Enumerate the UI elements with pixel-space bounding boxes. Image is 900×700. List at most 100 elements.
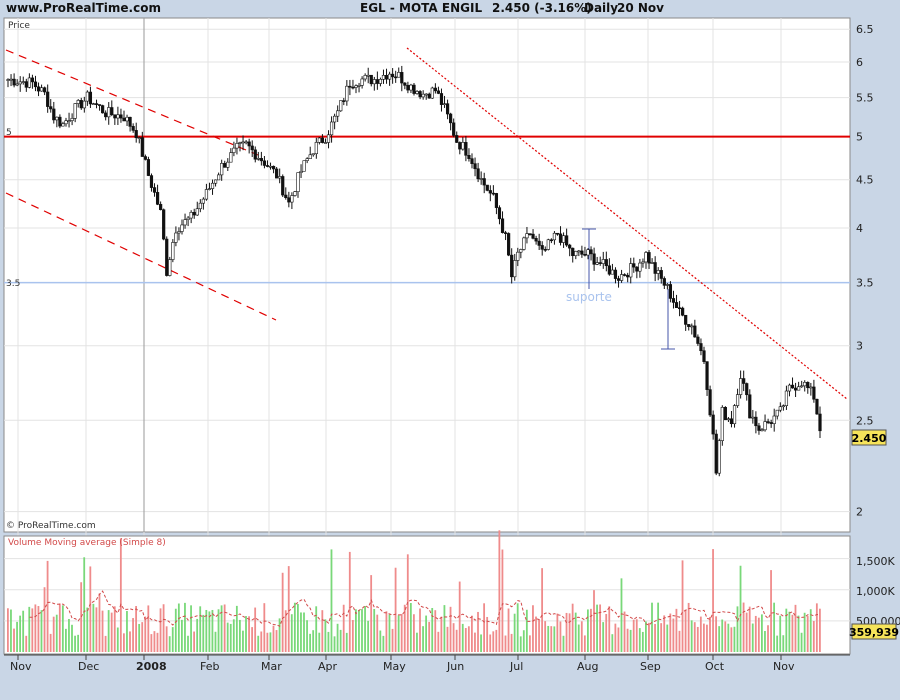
volume-bar [159, 608, 162, 652]
candle-body [207, 188, 212, 190]
x-tick-label: Mar [261, 660, 282, 673]
candle-body [195, 208, 199, 216]
volume-bar [309, 633, 312, 652]
volume-bar [452, 623, 455, 652]
support-level-label: 3.5 [6, 279, 20, 289]
volume-bar [608, 606, 611, 652]
candle-body [119, 114, 123, 119]
candle-body [180, 224, 184, 232]
volume-bar [101, 610, 104, 652]
volume-bar [37, 606, 40, 652]
candle-body [79, 100, 83, 109]
volume-bar [235, 605, 238, 652]
price-y-tick: 2 [856, 506, 863, 519]
candle-body [400, 72, 404, 84]
candle-body [159, 204, 163, 211]
volume-bar [721, 619, 724, 652]
volume-bar [58, 603, 61, 652]
candle-body [43, 87, 47, 93]
candle-body [104, 112, 108, 118]
volume-bar [483, 603, 486, 652]
copyright: © ProRealTime.com [6, 521, 96, 531]
candle-body [186, 217, 190, 220]
candle-body [583, 254, 587, 256]
site-name[interactable]: www.ProRealTime.com [6, 1, 161, 15]
candle-body [497, 207, 502, 220]
candle-body [375, 79, 379, 84]
volume-bar [495, 629, 498, 652]
title-bar: www.ProRealTime.com EGL - MOTA ENGIL 2.4… [0, 0, 900, 18]
volume-bar [776, 635, 779, 652]
candle-body [467, 155, 471, 159]
candle-body [543, 249, 547, 251]
candle-body [381, 75, 386, 80]
volume-bar [800, 632, 803, 652]
volume-bar [43, 587, 46, 652]
candle-body [516, 251, 520, 261]
candle-body [406, 85, 410, 91]
volume-bar [712, 549, 714, 652]
volume-bar [596, 604, 598, 652]
candle-body [305, 158, 309, 161]
candle-body [815, 398, 819, 415]
volume-bar [654, 623, 656, 652]
volume-bar [284, 610, 287, 652]
candle-body [458, 142, 462, 150]
volume-bar [507, 608, 510, 652]
volume-bar [281, 572, 284, 652]
volume-bar [74, 635, 76, 652]
volume-bar [333, 636, 336, 652]
candle-body [146, 159, 151, 176]
candle-body [27, 77, 31, 88]
candle-body [67, 120, 71, 122]
candle-body [571, 247, 575, 257]
volume-bar [321, 610, 324, 652]
candle-body [30, 77, 35, 83]
candle-body [702, 350, 706, 362]
volume-bar [501, 549, 504, 652]
volume-bar [709, 616, 711, 652]
candle-body [729, 418, 734, 425]
candle-body [397, 72, 401, 78]
volume-bar [376, 614, 379, 652]
candle-body [665, 284, 669, 286]
volume-bar [703, 623, 705, 652]
candle-body [360, 78, 364, 86]
candle-body [445, 103, 450, 115]
candle-body [723, 407, 727, 421]
volume-bar [565, 612, 568, 652]
volume-bar [815, 603, 818, 652]
candle-body [482, 178, 486, 186]
candle-body [610, 269, 615, 275]
candle-body [772, 415, 776, 424]
volume-bar [388, 614, 391, 652]
volume-bar [748, 606, 751, 652]
candle-body [531, 233, 535, 239]
candle-body [797, 386, 801, 391]
candle-body [91, 103, 96, 105]
volume-bar [220, 605, 223, 652]
volume-bar [467, 626, 470, 652]
candle-body [168, 259, 172, 276]
support-annotation: suporte [566, 290, 612, 304]
volume-bar [638, 628, 641, 652]
candle-body [247, 141, 251, 147]
volume-bar [529, 635, 531, 652]
candle-body [537, 240, 541, 246]
candle-body [616, 278, 621, 281]
candle-body [720, 407, 724, 441]
volume-bar [745, 612, 748, 652]
candle-body [293, 191, 297, 196]
price-y-tick: 3.5 [856, 277, 874, 290]
volume-bar [779, 615, 782, 652]
volume-bar [19, 615, 22, 652]
candle-body [513, 260, 517, 278]
volume-bar [788, 611, 791, 652]
price-y-tick: 5 [856, 131, 863, 144]
candle-body [818, 413, 822, 432]
volume-bar [361, 609, 363, 652]
volume-bar [89, 566, 92, 652]
candle-body [134, 130, 138, 139]
volume-bar [61, 605, 64, 652]
volume-bar [373, 608, 376, 652]
